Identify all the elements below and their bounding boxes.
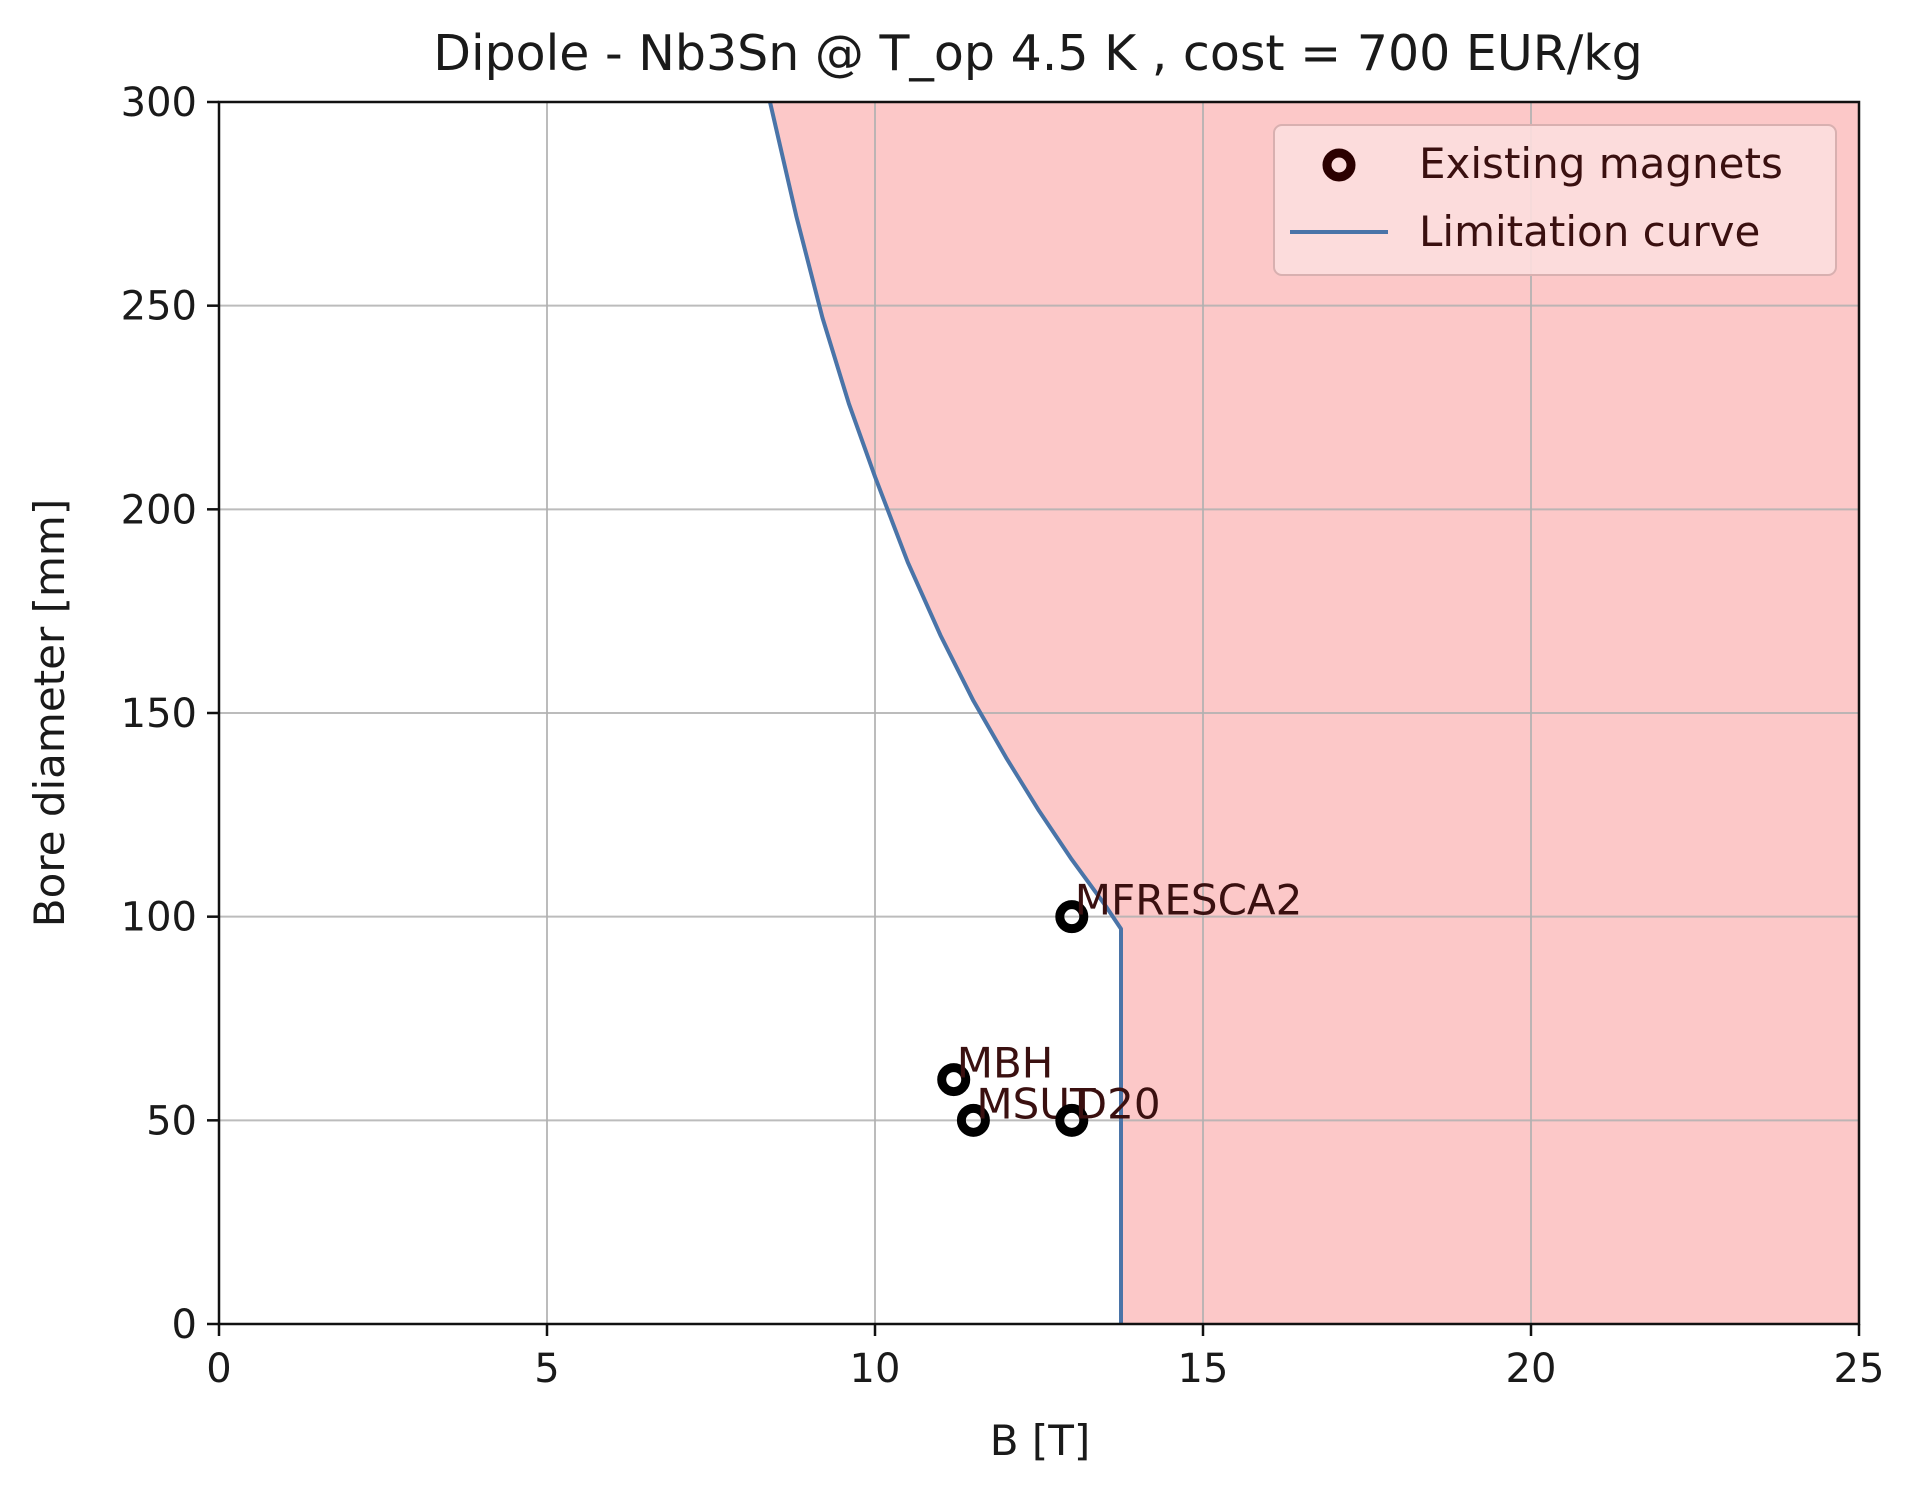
legend-label-limitation-curve: Limitation curve [1419, 207, 1760, 256]
y-tick-label: 50 [146, 1098, 197, 1144]
y-tick-label: 250 [121, 284, 197, 330]
magnet-point-label: MBH [957, 1039, 1054, 1088]
limitation-curve-line [768, 101, 1123, 1324]
x-axis-label: B [T] [990, 1416, 1091, 1465]
magnet-point-label: MFRESCA2 [1075, 876, 1303, 925]
magnet-point [937, 1063, 971, 1097]
x-tick-label: 25 [1834, 1346, 1885, 1392]
magnet-point [1055, 1103, 1089, 1137]
y-tick-label: 200 [121, 487, 197, 533]
y-axis-label: Bore diameter [mm] [25, 499, 74, 927]
magnet-point-label: D20 [1075, 1079, 1161, 1128]
x-tick-label: 10 [850, 1346, 901, 1392]
x-tick-label: 5 [534, 1346, 559, 1392]
legend-label-existing-magnets: Existing magnets [1419, 139, 1783, 188]
legend: Existing magnets Limitation curve [1273, 124, 1837, 276]
y-tick-label: 0 [172, 1302, 197, 1348]
y-tick-label: 100 [121, 895, 197, 941]
x-tick-label: 15 [1178, 1346, 1229, 1392]
y-tick-label: 150 [121, 691, 197, 737]
y-tick-label: 300 [121, 80, 197, 126]
limitation-line-layer [768, 101, 1123, 1324]
chart-title: Dipole - Nb3Sn @ T_op 4.5 K , cost = 700… [433, 25, 1643, 82]
legend-box [1273, 124, 1837, 276]
legend-marker-icon [1322, 148, 1356, 182]
magnet-point [956, 1103, 990, 1137]
x-tick-label: 20 [1506, 1346, 1557, 1392]
magnet-point-label: MSUT [976, 1079, 1096, 1128]
x-tick-label: 0 [206, 1346, 231, 1392]
magnet-point [1055, 900, 1089, 934]
